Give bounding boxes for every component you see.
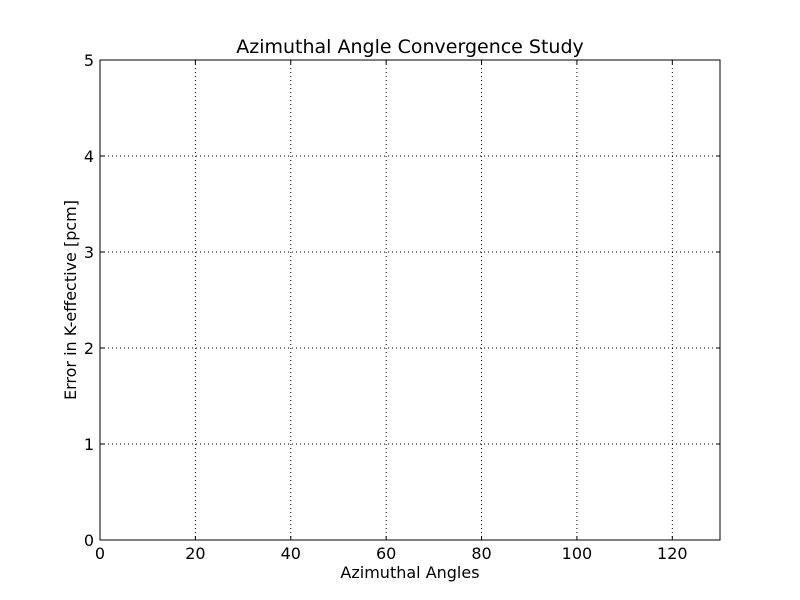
y-tick-label: 2 <box>84 339 94 358</box>
x-tick-label: 20 <box>185 544 205 563</box>
x-tick-label: 40 <box>281 544 301 563</box>
plot-frame <box>99 59 721 541</box>
y-tick-label: 5 <box>84 51 94 70</box>
y-tick-label: 3 <box>84 243 94 262</box>
x-tick-label: 120 <box>657 544 688 563</box>
y-axis-title: Error in K-effective [pcm] <box>61 200 80 400</box>
x-tick-label: 60 <box>376 544 396 563</box>
tick-label-layer: 0 20 40 60 80 100 120 0 1 2 3 4 5 <box>84 51 688 563</box>
x-tick-label: 0 <box>95 544 105 563</box>
chart-title: Azimuthal Angle Convergence Study <box>236 36 584 58</box>
y-tick-label: 0 <box>84 531 94 550</box>
y-tick-label: 1 <box>84 435 94 454</box>
grid-layer <box>100 60 720 540</box>
x-tick-label: 80 <box>471 544 491 563</box>
y-tick-label: 4 <box>84 147 94 166</box>
x-axis-title: Azimuthal Angles <box>340 563 479 582</box>
x-tick-label: 100 <box>562 544 593 563</box>
